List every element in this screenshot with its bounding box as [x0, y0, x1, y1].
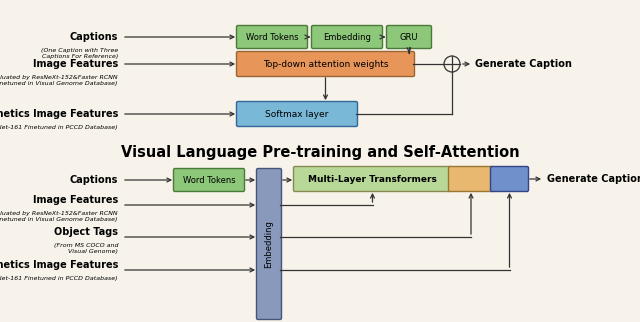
Text: Visual Language Pre-training and Self-Attention: Visual Language Pre-training and Self-At… — [121, 145, 519, 159]
Text: Aesthetics Image Features: Aesthetics Image Features — [0, 260, 118, 270]
Text: (Evaluated by ResNeXt-152&Faster RCNN
Finetuned in Visual Genome Database): (Evaluated by ResNeXt-152&Faster RCNN Fi… — [0, 75, 118, 86]
Text: Word Tokens: Word Tokens — [246, 33, 298, 42]
Text: (Evaluated By DenseNet-161 Finetuned in PCCD Database): (Evaluated By DenseNet-161 Finetuned in … — [0, 276, 118, 281]
Text: (From MS COCO and
Visual Genome): (From MS COCO and Visual Genome) — [54, 243, 118, 254]
Text: (One Caption with Three
Captions For Reference): (One Caption with Three Captions For Ref… — [41, 48, 118, 59]
Text: (Evaluated By DenseNet-161 Finetuned in PCCD Database): (Evaluated By DenseNet-161 Finetuned in … — [0, 125, 118, 130]
Text: Top-down attention weights: Top-down attention weights — [263, 60, 388, 69]
FancyBboxPatch shape — [173, 168, 244, 192]
Text: Image Features: Image Features — [33, 59, 118, 69]
Text: Embedding: Embedding — [323, 33, 371, 42]
Text: GRU: GRU — [400, 33, 419, 42]
Text: Captions: Captions — [70, 32, 118, 42]
Text: Softmax layer: Softmax layer — [266, 109, 329, 118]
Text: Aesthetics Image Features: Aesthetics Image Features — [0, 109, 118, 119]
Text: Generate Caption: Generate Caption — [475, 59, 572, 69]
FancyBboxPatch shape — [312, 25, 383, 49]
FancyBboxPatch shape — [294, 166, 451, 192]
Text: Embedding: Embedding — [264, 220, 273, 268]
Text: Image Features: Image Features — [33, 195, 118, 205]
Text: Multi-Layer Transformers: Multi-Layer Transformers — [308, 175, 437, 184]
FancyBboxPatch shape — [237, 52, 415, 77]
FancyBboxPatch shape — [387, 25, 431, 49]
FancyBboxPatch shape — [490, 166, 529, 192]
Text: Object Tags: Object Tags — [54, 227, 118, 237]
Text: Word Tokens: Word Tokens — [182, 175, 236, 185]
Text: Generate Caption: Generate Caption — [547, 174, 640, 184]
FancyBboxPatch shape — [257, 168, 282, 319]
Text: Captions: Captions — [70, 175, 118, 185]
FancyBboxPatch shape — [237, 25, 307, 49]
FancyBboxPatch shape — [449, 166, 493, 192]
Text: (Evaluated by ResNeXt-152&Faster RCNN
Finetuned in Visual Genome Database): (Evaluated by ResNeXt-152&Faster RCNN Fi… — [0, 211, 118, 222]
FancyBboxPatch shape — [237, 101, 358, 127]
